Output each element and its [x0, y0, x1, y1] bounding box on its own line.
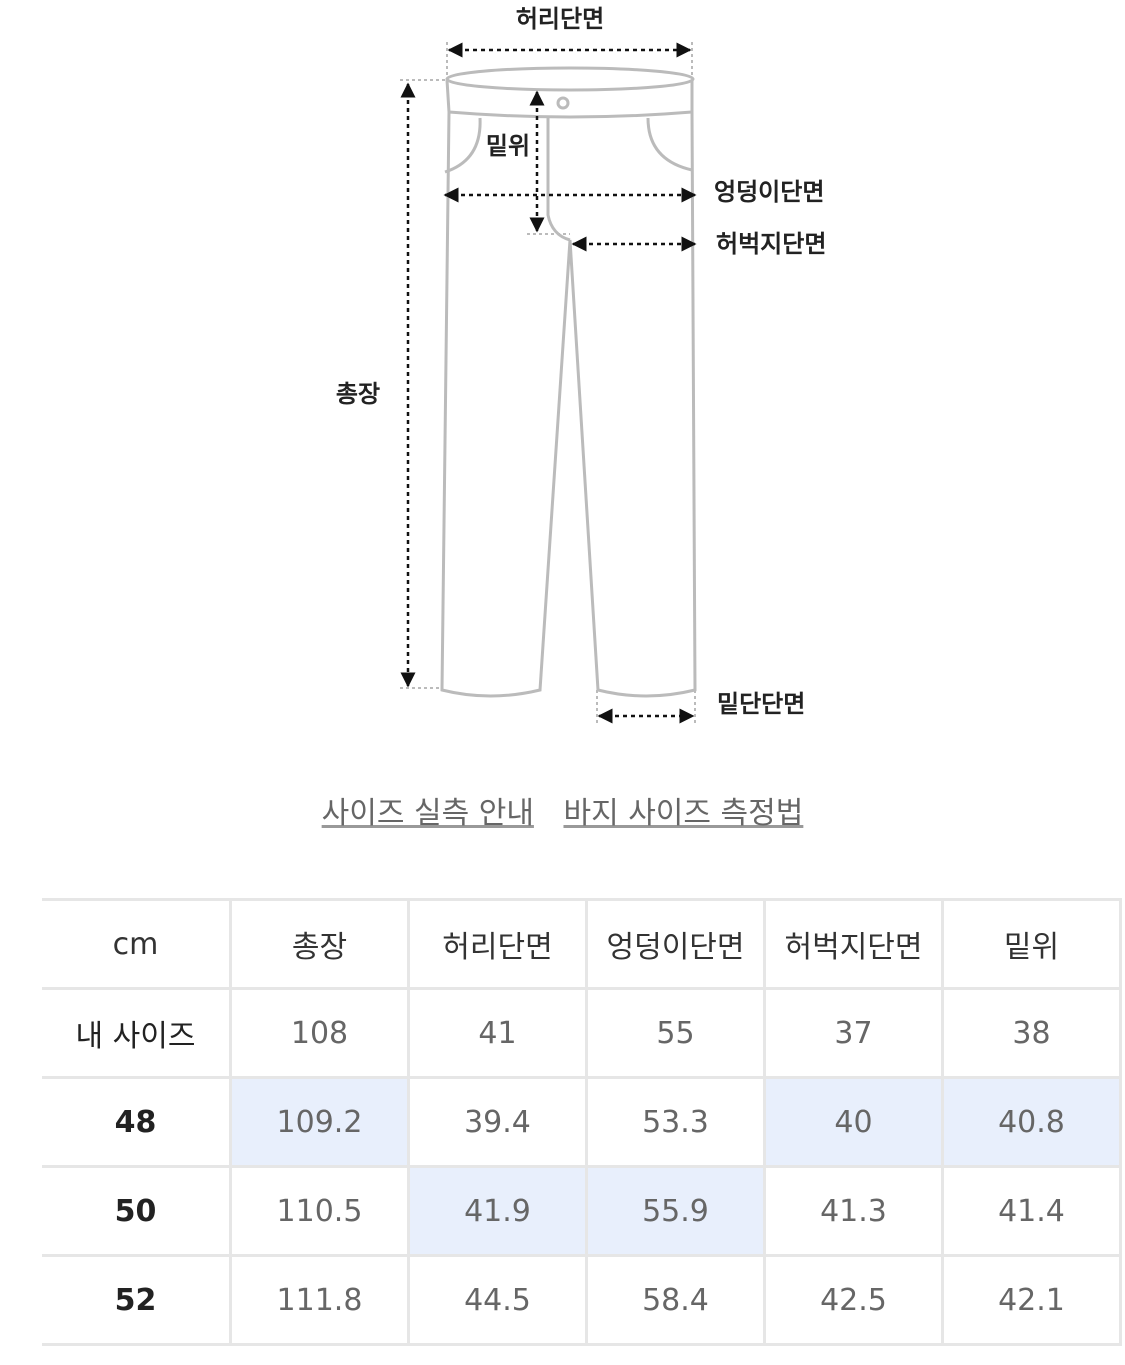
pants-outline — [440, 66, 697, 698]
table-row: cm 총장 허리단면 엉덩이단면 허벅지단면 밑위 — [42, 898, 1122, 990]
table-cell: 37 — [763, 987, 944, 1079]
table-cell: 41.4 — [941, 1165, 1122, 1257]
table-cell: 40 — [763, 1076, 944, 1168]
table-cell: 엉덩이단면 — [585, 898, 766, 990]
label-rise: 밑위 — [486, 132, 530, 160]
label-thigh: 허벅지단면 — [716, 230, 826, 258]
link[interactable]: 바지 사이즈 측정법 — [563, 796, 804, 831]
table-cell: 48 — [42, 1076, 232, 1168]
table-row: 50 110.5 41.9 55.9 41.3 41.4 — [42, 1165, 1122, 1257]
table-cell: 42.5 — [763, 1254, 944, 1346]
pants-diagram: 허리단면 밑위 엉덩이단면 허벅지단면 총장 밑단단면 — [336, 5, 826, 724]
table-cell: 41 — [407, 987, 588, 1079]
table-cell: 38 — [941, 987, 1122, 1079]
table-cell: 108 — [229, 987, 410, 1079]
table-cell: 허리단면 — [407, 898, 588, 990]
table-cell: 50 — [42, 1165, 232, 1257]
links: 사이즈 실측 안내 바지 사이즈 측정법 — [0, 788, 1125, 832]
label-hem: 밑단단면 — [717, 690, 805, 718]
table-cell: 55.9 — [585, 1165, 766, 1257]
link[interactable]: 사이즈 실측 안내 — [321, 796, 534, 831]
label-hip: 엉덩이단면 — [714, 178, 824, 206]
table-cell: 42.1 — [941, 1254, 1122, 1346]
table-row: 내 사이즈 108 41 55 37 38 — [42, 987, 1122, 1079]
table-cell: 41.9 — [407, 1165, 588, 1257]
table-cell: 40.8 — [941, 1076, 1122, 1168]
table-cell: 53.3 — [585, 1076, 766, 1168]
measure-arrows — [400, 42, 697, 724]
guide-lines — [400, 42, 696, 724]
table-row: 48 109.2 39.4 53.3 40 40.8 — [42, 1076, 1122, 1168]
table-cell: 110.5 — [229, 1165, 410, 1257]
table-cell: 44.5 — [407, 1254, 588, 1346]
label-waist: 허리단면 — [516, 5, 604, 33]
table-cell: 허벅지단면 — [763, 898, 944, 990]
label-length: 총장 — [336, 380, 380, 408]
table-cell: 총장 — [229, 898, 410, 990]
table-cell: 58.4 — [585, 1254, 766, 1346]
table-row: 52 111.8 44.5 58.4 42.5 42.1 — [42, 1254, 1122, 1346]
table-cell: cm — [42, 898, 232, 990]
table-cell: 내 사이즈 — [42, 987, 232, 1079]
table-cell: 41.3 — [763, 1165, 944, 1257]
size-table: cm 총장 허리단면 엉덩이단면 허벅지단면 밑위 내 사이즈 108 41 55 37 38 48 10… — [42, 898, 1122, 1346]
table-cell: 52 — [42, 1254, 232, 1346]
table-cell: 39.4 — [407, 1076, 588, 1168]
table-cell: 55 — [585, 987, 766, 1079]
table-cell: 111.8 — [229, 1254, 410, 1346]
table-cell: 밑위 — [941, 898, 1122, 990]
table-cell: 109.2 — [229, 1076, 410, 1168]
